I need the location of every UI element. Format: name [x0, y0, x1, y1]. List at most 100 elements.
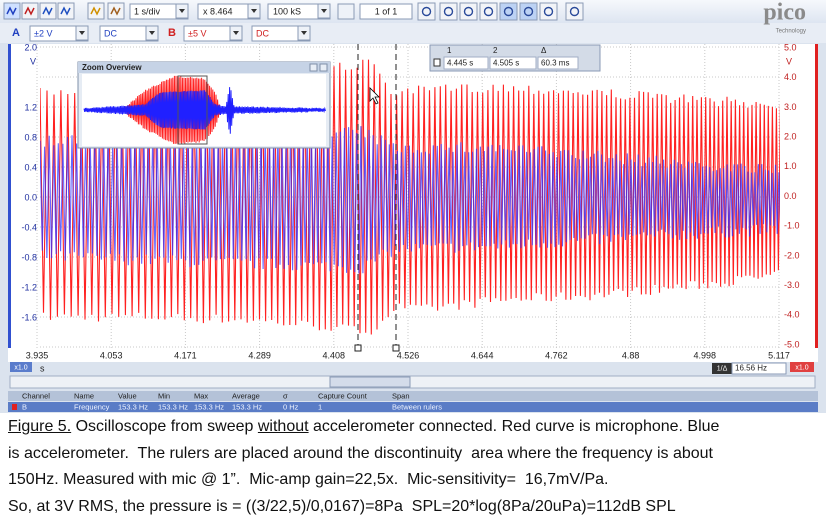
table-header-cell: Min: [158, 391, 170, 400]
tool-button[interactable]: [519, 2, 538, 21]
brand-subtitle: Technology: [776, 29, 806, 35]
window-button[interactable]: [309, 63, 318, 72]
right-tick-label: 3.0: [784, 102, 797, 112]
caption-text: accelerometer connected. Red curve is mi…: [308, 418, 720, 435]
caption-line: is accelerometer. The rulers are placed …: [8, 444, 713, 462]
table-header-cell: Capture Count: [318, 391, 368, 400]
caption-line: 150Hz. Measured with mic @ 1”. Mic-amp g…: [8, 471, 609, 488]
table-header-cell: Name: [74, 391, 94, 400]
freq-box: [731, 362, 787, 375]
table-header: [8, 391, 818, 401]
tool-button[interactable]: [417, 2, 436, 21]
ruler-value: 60.3 ms: [541, 59, 569, 68]
scrollbar[interactable]: [9, 375, 816, 389]
tool-button[interactable]: [479, 2, 498, 21]
tool-button[interactable]: [499, 2, 518, 21]
table-header-cell: Channel: [22, 391, 50, 400]
right-tick-label: 4.0: [784, 72, 797, 82]
dropdown-arrow: [179, 9, 185, 13]
channel-range: ±5 V: [188, 28, 206, 38]
icon: [60, 6, 71, 16]
table-cell: 153.3 Hz: [158, 402, 188, 411]
dropdown-arrow: [149, 31, 155, 35]
tool-button[interactable]: [459, 2, 478, 21]
channel-label: B: [168, 27, 176, 39]
window-button[interactable]: [319, 63, 328, 72]
dropdown-arrow: [233, 31, 239, 35]
dropdown-arrow: [251, 9, 257, 13]
icon: [543, 6, 554, 17]
right-tick-label: 0.0: [784, 191, 797, 201]
x-unit: s: [40, 363, 45, 373]
right-tick-label: 5.0: [784, 42, 797, 52]
zoom-titlebar: [78, 62, 330, 73]
dropdown-arrow: [301, 31, 307, 35]
right-tick-label: -1.0: [784, 221, 800, 231]
table-header-cell: Average: [232, 391, 260, 400]
ruler-handle[interactable]: [392, 344, 400, 352]
tool-button[interactable]: [565, 2, 584, 21]
left-tick-label: -0.8: [21, 252, 37, 262]
left-tick-label: 0.4: [24, 162, 37, 172]
sample-count: 100 kS: [273, 6, 301, 16]
page-field[interactable]: [359, 3, 413, 20]
mouse-cursor: [369, 87, 380, 105]
x-tick-label: 4.171: [174, 350, 197, 360]
right-unit: V: [786, 56, 792, 66]
ruler-icon: [433, 58, 441, 67]
caption-text: Oscilloscope from sweep: [71, 418, 258, 435]
x-tick-label: 5.117: [768, 350, 790, 360]
caption-line: So, at 3V RMS, the pressure is = ((3/22,…: [8, 497, 676, 515]
ruler-cell: [443, 56, 489, 70]
x-tick-label: 4.053: [100, 350, 123, 360]
icon: [569, 6, 580, 17]
caption: Figure 5. Oscilloscope from sweep withou…: [8, 414, 823, 520]
nav-button[interactable]: [337, 3, 355, 20]
x-tick-label: 4.644: [471, 350, 494, 360]
ruler-header: Δ: [541, 46, 547, 55]
ruler-handle[interactable]: [354, 344, 362, 352]
table-row[interactable]: [8, 402, 818, 412]
freq-label: 1/Δ: [717, 365, 728, 372]
x-tick-label: 3.935: [26, 350, 49, 360]
tool-button[interactable]: [539, 2, 558, 21]
icon: [483, 6, 494, 17]
table-cell: 153.3 Hz: [194, 402, 224, 411]
ruler-value: 4.505 s: [493, 59, 519, 68]
scrollbar-thumb[interactable]: [329, 376, 411, 388]
left-tick-label: 2.0: [24, 42, 37, 52]
caption-emphasis: without: [257, 418, 309, 435]
zoom-viewport[interactable]: [177, 75, 208, 145]
left-tick-label: -1.2: [21, 282, 37, 292]
axis-b-stripe: [815, 44, 818, 348]
right-tick-label: -2.0: [784, 250, 800, 260]
channel-label: A: [12, 27, 20, 39]
zoom-badge-right: [790, 362, 814, 372]
left-tick-label: -0.4: [21, 222, 37, 232]
icon: [421, 6, 432, 17]
ruler-cell: [489, 56, 537, 70]
icon: [463, 6, 474, 17]
table-cell: 0 Hz: [283, 402, 299, 411]
dropdown-arrow: [321, 9, 327, 13]
table-header-cell: Span: [392, 391, 410, 400]
left-tick-label: -1.6: [21, 312, 37, 322]
tool-button[interactable]: [439, 2, 458, 21]
timebase: 1 s/div: [134, 6, 161, 16]
ruler-cell: [537, 56, 579, 70]
icon: [523, 6, 534, 17]
figure-label: Figure 5.: [8, 418, 72, 435]
brand-logo: pico: [763, 0, 806, 26]
axis-a-stripe: [8, 44, 11, 348]
table-header-cell: Value: [118, 391, 137, 400]
page-indicator: 1 of 1: [375, 6, 398, 16]
zoom-badge-text: x1.0: [795, 364, 808, 371]
table-cell: Frequency: [74, 402, 110, 411]
table-header-cell: Max: [194, 391, 208, 400]
left-tick-label: 1.2: [24, 102, 37, 112]
zoom-overview-title: Zoom Overview: [82, 63, 142, 72]
scope-window: 1 s/div x 8.464 100 kS 1 of 1 pico Technology…: [0, 0, 826, 413]
table-cell: 153.3 Hz: [232, 402, 262, 411]
dropdown-arrow: [79, 31, 85, 35]
right-tick-label: -4.0: [784, 310, 800, 320]
